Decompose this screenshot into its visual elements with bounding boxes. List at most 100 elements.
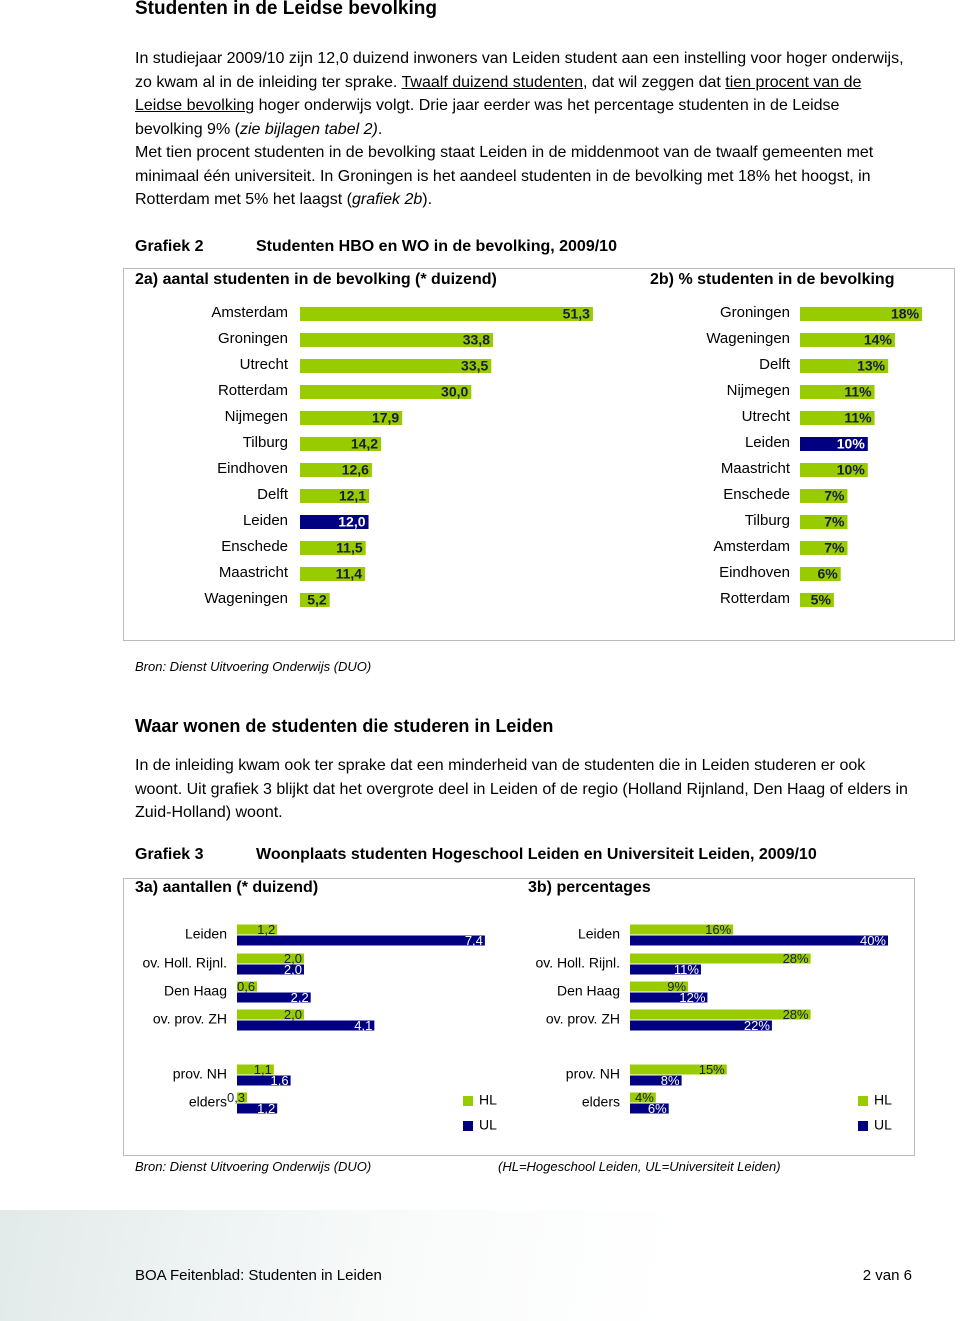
bar [630,992,708,1003]
footer-left: BOA Feitenblad: Studenten in Leiden [135,1267,382,1284]
category-label: Maastricht [721,460,791,477]
category-label: Delft [759,356,791,373]
text: zie bijlagen tabel 2) [239,120,378,138]
bar [300,489,370,503]
text: In de inleiding kwam ook ter sprake dat … [135,757,908,821]
figure-title: Studenten HBO en WO in de bevolking, 200… [256,238,617,255]
value-label: 10% [837,462,866,478]
bar [237,981,258,992]
value-label: 1,1 [254,1062,272,1077]
value-label: 0,3 [227,1090,245,1105]
category-label: Enschede [221,538,288,555]
category-label: Leiden [578,926,620,942]
bar [800,437,868,451]
value-label: 2,0 [284,951,302,966]
value-label: 12,0 [338,514,365,530]
legend-swatch [463,1121,473,1131]
bar [800,333,895,347]
bar [237,935,485,946]
bar [300,463,372,477]
value-label: 51,3 [563,306,590,322]
value-label: 8% [661,1073,680,1088]
category-label: prov. NH [566,1066,620,1082]
bar [300,411,403,425]
value-label: 16% [705,922,731,937]
bar [800,463,868,477]
value-label: 33,5 [461,358,488,374]
value-label: 1,6 [271,1073,289,1088]
heading: Studenten in de Leidse bevolking [135,0,437,19]
figure-label: Grafiek 2 [135,238,204,255]
value-label: 5,2 [307,592,327,608]
category-label: Amsterdam [713,538,790,555]
value-label: 14% [864,332,893,348]
legend-label: UL [874,1117,892,1133]
figure-frame [123,268,955,641]
value-label: 4% [635,1090,654,1105]
footer-right: 2 van 6 [862,1267,912,1284]
bar [800,593,834,607]
chart-title: 3b) percentages [528,879,651,896]
value-label: 22% [744,1018,770,1033]
value-label: 7% [824,488,845,504]
category-label: Eindhoven [217,460,288,477]
category-label: Amsterdam [211,304,288,321]
value-label: 11,5 [336,540,363,556]
legend-label: UL [479,1117,497,1133]
value-label: 6% [648,1101,667,1116]
bar [630,935,888,946]
value-label: 1,2 [257,922,275,937]
category-label: Leiden [745,434,790,451]
bar [630,1092,656,1103]
bar [300,515,369,529]
chart-title: 2a) aantal studenten in de bevolking (* … [135,271,497,288]
value-label: 40% [860,933,886,948]
value-label: 1,2 [257,1101,275,1116]
category-label: Tilburg [745,512,790,529]
source: Bron: Dienst Uitvoering Onderwijs (DUO) [135,659,372,674]
category-label: Utrecht [742,408,791,425]
value-label: 7% [824,540,845,556]
background-image [0,1210,960,1321]
value-label: 28% [783,951,809,966]
category-label: Delft [257,486,289,503]
category-label: Wageningen [204,590,288,607]
value-label: 0,6 [237,979,255,994]
bar [630,1064,727,1075]
section-heading: Waar wonen de studenten die studeren in … [135,716,554,736]
value-label: 2,0 [284,962,302,977]
bar [630,1009,811,1020]
bar [630,1075,682,1086]
bar [237,1020,375,1031]
text: hoger onderwijs volgt. Drie jaar eerder … [135,97,840,138]
category-label: elders [189,1094,227,1110]
value-label: 12,6 [342,462,369,478]
text: . [377,120,383,138]
category-label: ov. prov. ZH [153,1011,227,1027]
text: grafiek 2b [351,191,423,208]
category-label: Den Haag [557,983,620,999]
category-label: Groningen [218,330,288,347]
value-label: 11% [674,962,699,977]
bar [800,541,848,555]
category-label: Enschede [723,486,790,503]
bar [630,964,701,975]
value-label: 6% [817,566,838,582]
text: , dat wil zeggen dat [582,73,726,91]
category-label: Rotterdam [720,590,790,607]
value-label: 14,2 [351,436,378,452]
category-label: Maastricht [219,564,289,581]
text: In studiejaar 2009/10 zijn 12,0 duizend … [135,50,904,91]
category-label: Eindhoven [719,564,790,581]
paragraph: In studiejaar 2009/10 zijn 12,0 duizend … [135,47,910,141]
value-label: 10% [837,436,866,452]
value-label: 2,2 [291,990,309,1005]
bar [630,953,811,964]
bar [300,359,492,373]
bar [800,359,889,373]
value-label: 5% [811,592,832,608]
bar [630,1020,772,1031]
value-label: 12,1 [339,488,366,504]
